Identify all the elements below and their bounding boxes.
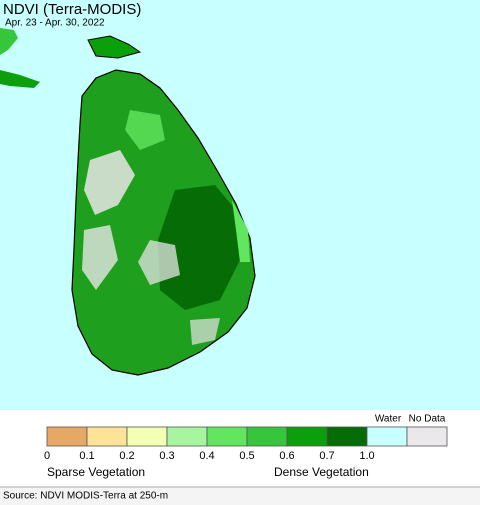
legend-tick-label: 1.0	[359, 450, 374, 462]
title: NDVI (Terra-MODIS)	[3, 1, 141, 18]
dense-label: Dense Vegetation	[274, 465, 369, 479]
legend-tick-label: 0.1	[79, 450, 94, 462]
water-label: Water	[375, 414, 402, 425]
sea	[0, 0, 480, 410]
legend: Water No Data Sparse Vegetation Dense Ve…	[44, 414, 448, 479]
legend-tick-label: 0.3	[159, 450, 174, 462]
legend-swatch	[406, 426, 448, 447]
legend-swatch	[246, 426, 288, 447]
sparse-label: Sparse Vegetation	[47, 465, 145, 479]
legend-tick-label: 0.2	[119, 450, 134, 462]
legend-tick-label: 0.6	[279, 450, 294, 462]
legend-swatch	[46, 426, 88, 447]
legend-tick-label: 0.4	[199, 450, 214, 462]
source: Source: NDVI MODIS-Terra at 250-m	[3, 491, 168, 502]
legend-swatch	[126, 426, 168, 447]
legend-tick-label: 0	[44, 450, 50, 462]
nodata-label: No Data	[409, 414, 446, 425]
india-coast	[0, 28, 40, 88]
legend-swatch	[366, 426, 408, 447]
footer	[0, 487, 480, 505]
legend-swatch	[166, 426, 208, 447]
legend-tick-label: 0.5	[239, 450, 254, 462]
legend-swatch	[286, 426, 328, 447]
legend-swatch	[86, 426, 128, 447]
subtitle: Apr. 23 - Apr. 30, 2022	[5, 18, 105, 29]
legend-tick-label: 0.7	[319, 450, 334, 462]
legend-swatch	[326, 426, 368, 447]
sri-lanka	[71, 35, 256, 376]
legend-swatch	[206, 426, 248, 447]
